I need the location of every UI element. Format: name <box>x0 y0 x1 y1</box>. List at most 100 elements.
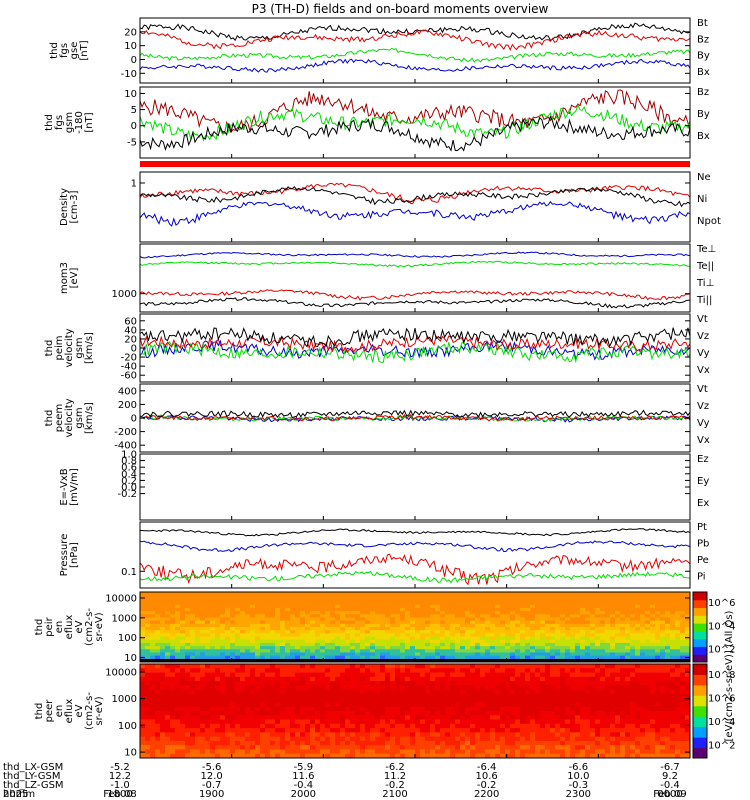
heatmap-cell <box>505 749 511 755</box>
heatmap-cell <box>670 633 676 637</box>
heatmap-cell <box>390 620 396 625</box>
heatmap-cell <box>275 723 281 729</box>
heatmap-cell <box>455 630 461 634</box>
heatmap-cell <box>635 607 641 612</box>
heatmap-cell <box>145 611 151 615</box>
heatmap-cell <box>195 636 201 641</box>
heatmap-cell <box>555 689 561 695</box>
heatmap-cell <box>270 749 276 755</box>
heatmap-cell <box>175 630 181 634</box>
heatmap-cell <box>420 749 426 755</box>
heatmap-cell <box>155 698 161 703</box>
heatmap-cell <box>640 693 646 699</box>
heatmap-cell <box>580 706 586 712</box>
heatmap-cell <box>600 649 606 653</box>
heatmap-cell <box>420 711 426 716</box>
heatmap-cell <box>460 646 466 650</box>
heatmap-cell <box>170 614 176 618</box>
heatmap-cell <box>650 604 656 609</box>
heatmap-cell <box>140 711 146 716</box>
heatmap-cell <box>295 706 301 712</box>
heatmap-cell <box>300 732 306 738</box>
heatmap-cell <box>250 598 256 602</box>
heatmap-cell <box>605 745 611 750</box>
heatmap-cell <box>585 620 591 625</box>
heatmap-cell <box>370 630 376 634</box>
heatmap-cell <box>300 719 306 725</box>
heatmap-cell <box>150 668 156 673</box>
heatmap-cell <box>225 706 231 712</box>
heatmap-cell <box>560 753 566 759</box>
heatmap-cell <box>400 723 406 729</box>
heatmap-cell <box>415 732 421 738</box>
heatmap-cell <box>550 607 556 612</box>
heatmap-cell <box>295 664 301 669</box>
heatmap-cell <box>345 693 351 699</box>
heatmap-cell <box>445 627 451 631</box>
heatmap-cell <box>535 685 541 691</box>
heatmap-cell <box>320 646 326 650</box>
heatmap-cell <box>180 627 186 631</box>
heatmap-cell <box>165 630 171 634</box>
heatmap-cell <box>415 601 421 606</box>
heatmap-cell <box>595 749 601 755</box>
heatmap-cell <box>415 745 421 750</box>
heatmap-cell <box>520 676 526 682</box>
heatmap-cell <box>180 636 186 641</box>
heatmap-cell <box>610 630 616 634</box>
heatmap-cell <box>225 598 231 602</box>
heatmap-cell <box>155 630 161 634</box>
heatmap-cell <box>200 652 206 657</box>
heatmap-cell <box>375 595 381 599</box>
heatmap-cell <box>150 611 156 615</box>
heatmap-cell <box>385 681 391 686</box>
heatmap-cell <box>460 693 466 699</box>
heatmap-cell <box>595 753 601 759</box>
heatmap-cell <box>625 639 631 644</box>
heatmap-cell <box>185 685 191 691</box>
heatmap-cell <box>520 649 526 653</box>
heatmap-cell <box>370 668 376 673</box>
heatmap-cell <box>535 672 541 678</box>
heatmap-cell <box>250 614 256 618</box>
heatmap-cell <box>275 630 281 634</box>
heatmap-cell <box>345 636 351 641</box>
heatmap-cell <box>400 664 406 669</box>
heatmap-cell <box>635 745 641 750</box>
heatmap-cell <box>270 676 276 682</box>
y-axis-label: [eV] <box>69 268 80 289</box>
heatmap-cell <box>655 719 661 725</box>
heatmap-cell <box>380 698 386 703</box>
heatmap-cell <box>410 745 416 750</box>
heatmap-cell <box>330 623 336 628</box>
heatmap-cell <box>285 728 291 733</box>
heatmap-cell <box>200 611 206 615</box>
heatmap-cell <box>215 595 221 599</box>
heatmap-cell <box>630 693 636 699</box>
heatmap-cell <box>545 698 551 703</box>
series-line-vt <box>139 409 691 419</box>
heatmap-cell <box>415 706 421 712</box>
heatmap-cell <box>630 685 636 691</box>
heatmap-cell <box>625 740 631 746</box>
heatmap-cell <box>640 646 646 650</box>
heatmap-cell <box>570 595 576 599</box>
heatmap-cell <box>175 668 181 673</box>
heatmap-cell <box>350 689 356 695</box>
heatmap-cell <box>275 595 281 599</box>
heatmap-cell <box>300 715 306 720</box>
series-line-vz <box>139 333 691 354</box>
y-axis-label: thd <box>44 340 55 357</box>
heatmap-cell <box>240 664 246 669</box>
heatmap-cell <box>470 693 476 699</box>
heatmap-cell <box>630 630 636 634</box>
heatmap-cell <box>185 630 191 634</box>
heatmap-cell <box>170 598 176 602</box>
heatmap-cell <box>490 723 496 729</box>
heatmap-cell <box>470 614 476 618</box>
heatmap-cell <box>190 728 196 733</box>
heatmap-cell <box>615 636 621 641</box>
heatmap-cell <box>445 749 451 755</box>
heatmap-cell <box>450 617 456 622</box>
heatmap-cell <box>290 646 296 650</box>
